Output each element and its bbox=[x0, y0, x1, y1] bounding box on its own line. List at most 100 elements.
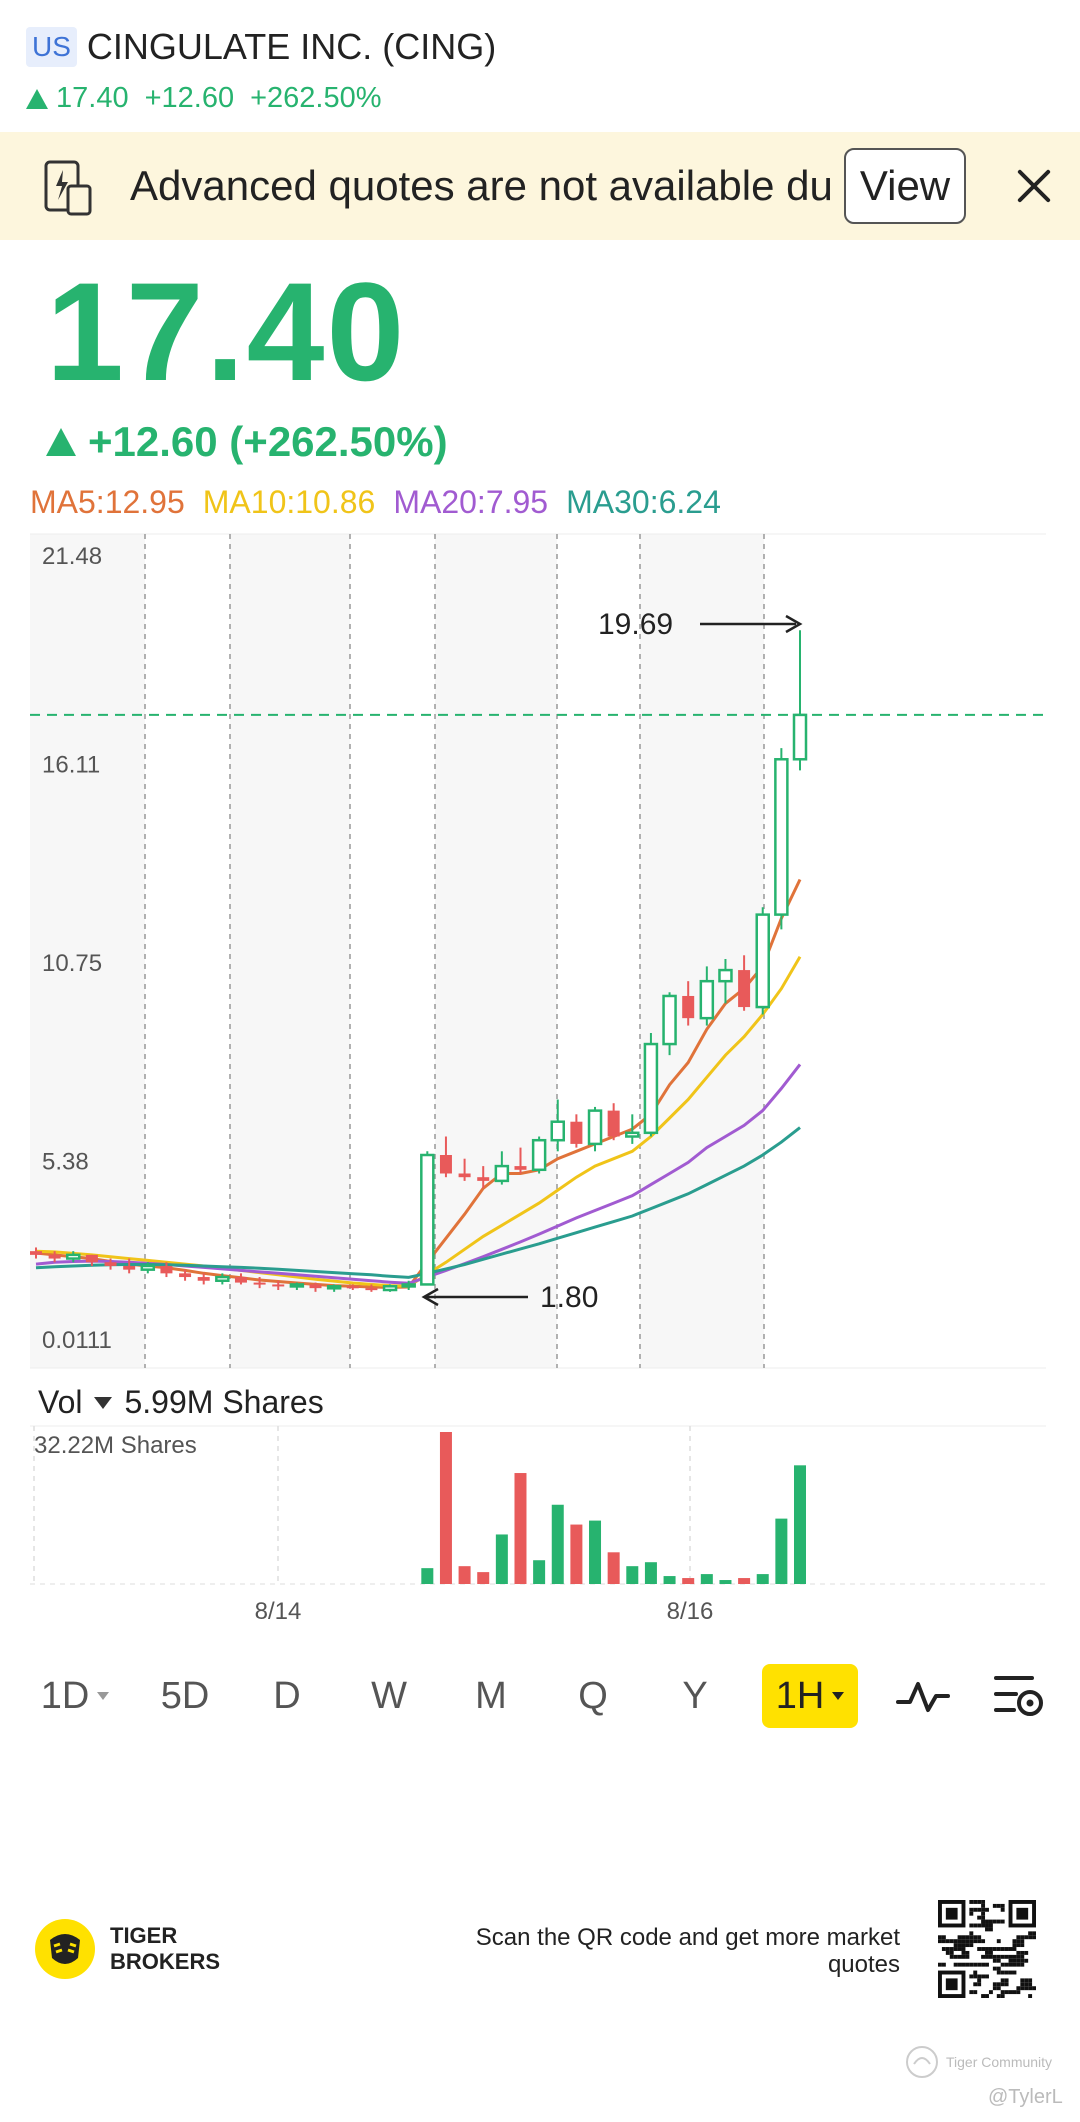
qr-module bbox=[1012, 1939, 1017, 1944]
qr-module bbox=[965, 1954, 970, 1959]
candle-body bbox=[494, 1164, 510, 1183]
qr-module bbox=[996, 1947, 1001, 1951]
volume-header[interactable]: Vol 5.99M Shares bbox=[38, 1384, 324, 1421]
volume-bar bbox=[589, 1520, 602, 1584]
volume-bar bbox=[794, 1465, 806, 1584]
qr-module bbox=[957, 1939, 962, 1944]
qr-module bbox=[941, 1935, 946, 1940]
qr-module bbox=[973, 1900, 978, 1904]
qr-finder bbox=[945, 1978, 958, 1991]
qr-module bbox=[949, 1950, 954, 1955]
qr-module bbox=[977, 1915, 982, 1920]
candle-body bbox=[179, 1273, 192, 1278]
stock-title: CINGULATE INC. (CING) bbox=[86, 26, 497, 67]
volume-bar bbox=[775, 1518, 788, 1584]
qr-module bbox=[1000, 1919, 1005, 1924]
candle-body bbox=[66, 1253, 81, 1260]
qr-module bbox=[977, 1935, 982, 1940]
volume-bar bbox=[495, 1534, 508, 1584]
qr-module bbox=[949, 1954, 954, 1959]
qr-module bbox=[988, 1947, 993, 1951]
qr-module bbox=[969, 1962, 974, 1967]
qr-module bbox=[981, 1939, 986, 1944]
period-tab-w[interactable]: W bbox=[354, 1664, 424, 1728]
qr-module bbox=[969, 1900, 974, 1904]
qr-module bbox=[977, 1947, 982, 1951]
tiger-logo-icon bbox=[35, 1919, 95, 1979]
qr-module bbox=[973, 1935, 978, 1940]
period-label: 5D bbox=[160, 1674, 210, 1717]
period-tab-1h[interactable]: 1H bbox=[762, 1664, 858, 1728]
moving-average-legend: MA5:12.95 MA10:10.86 MA20:7.95 MA30:6.24 bbox=[30, 484, 721, 521]
volume-bar bbox=[756, 1574, 769, 1584]
qr-module bbox=[941, 1962, 946, 1967]
banner-message: Advanced quotes are not available during bbox=[130, 162, 830, 209]
candle-body bbox=[140, 1264, 156, 1271]
indicator-icon[interactable] bbox=[896, 1672, 950, 1720]
candle-body bbox=[401, 1283, 416, 1288]
view-button[interactable]: View bbox=[844, 148, 966, 224]
y-tick-label: 21.48 bbox=[42, 543, 102, 570]
qr-module bbox=[965, 1950, 970, 1955]
candle-body bbox=[774, 758, 789, 916]
qr-module bbox=[1024, 1986, 1029, 1991]
stock-header: US CINGULATE INC. (CING) 17.40 +12.60 +2… bbox=[0, 0, 1080, 130]
qr-module bbox=[969, 1931, 974, 1936]
qr-module bbox=[996, 1919, 1001, 1924]
qr-module bbox=[961, 1943, 966, 1948]
chart-svg[interactable]: 21.48 16.11 10.75 5.38 0.0111 19.69 1.80 32.22M… bbox=[0, 530, 1080, 1630]
candle-body bbox=[792, 713, 808, 761]
qr-module bbox=[996, 1970, 1001, 1975]
chart-settings-icon[interactable] bbox=[992, 1670, 1046, 1720]
brand-text: TIGER BROKERS bbox=[110, 1923, 220, 1975]
volume-bar bbox=[738, 1578, 751, 1584]
up-arrow-icon bbox=[26, 88, 48, 109]
ma30-line bbox=[35, 1126, 801, 1279]
qr-module bbox=[945, 1950, 950, 1955]
qr-module bbox=[969, 1935, 974, 1940]
qr-module bbox=[996, 1966, 1001, 1971]
qr-module bbox=[1008, 1958, 1013, 1963]
qr-module bbox=[996, 1954, 1001, 1959]
qr-module bbox=[1028, 1935, 1033, 1940]
qr-module bbox=[1020, 1950, 1025, 1955]
period-tab-m[interactable]: M bbox=[456, 1664, 526, 1728]
qr-module bbox=[1008, 1947, 1013, 1951]
period-tab-1d[interactable]: 1D bbox=[30, 1664, 120, 1728]
y-tick-label: 10.75 bbox=[42, 950, 102, 977]
qr-module bbox=[1016, 1990, 1021, 1995]
period-label: Y bbox=[682, 1674, 708, 1717]
qr-module bbox=[969, 1923, 974, 1928]
period-tab-q[interactable]: Q bbox=[558, 1664, 628, 1728]
qr-module bbox=[981, 1911, 986, 1916]
qr-module bbox=[973, 1962, 978, 1967]
candle-body bbox=[215, 1275, 230, 1282]
period-tab-5d[interactable]: 5D bbox=[150, 1664, 220, 1728]
candle-body bbox=[439, 1155, 452, 1174]
qr-module bbox=[977, 1907, 982, 1912]
period-tab-d[interactable]: D bbox=[252, 1664, 322, 1728]
price-change-text: +12.60 (+262.50%) bbox=[88, 418, 448, 465]
qr-module bbox=[969, 1990, 974, 1995]
qr-module bbox=[1024, 1982, 1029, 1987]
high-label: 19.69 bbox=[598, 608, 673, 641]
candle-body bbox=[587, 1109, 603, 1146]
close-icon[interactable] bbox=[1014, 166, 1054, 206]
qr-module bbox=[981, 1923, 986, 1928]
qr-module bbox=[1020, 1978, 1025, 1983]
candle-body bbox=[123, 1265, 136, 1270]
qr-module bbox=[961, 1954, 966, 1959]
qr-module bbox=[992, 1986, 997, 1991]
qr-module bbox=[988, 1927, 993, 1932]
qr-module bbox=[1000, 1947, 1005, 1951]
price-chart[interactable]: 21.48 16.11 10.75 5.38 0.0111 19.69 1.80 32.22M… bbox=[0, 530, 1080, 1630]
candle-body bbox=[477, 1177, 490, 1181]
volume-bar bbox=[570, 1524, 583, 1584]
qr-module bbox=[969, 1911, 974, 1916]
qr-module bbox=[981, 1947, 986, 1951]
qr-module bbox=[941, 1947, 946, 1951]
qr-module bbox=[1012, 1954, 1017, 1959]
period-tab-y[interactable]: Y bbox=[660, 1664, 730, 1728]
user-handle: @TylerL bbox=[988, 2086, 1063, 2108]
candle-body bbox=[289, 1283, 305, 1288]
